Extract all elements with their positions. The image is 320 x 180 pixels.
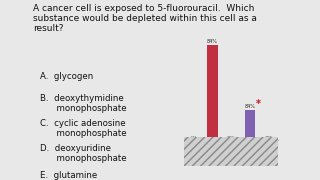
Bar [207, 45, 218, 140]
Text: 5%: 5% [190, 136, 197, 140]
Bar [226, 138, 236, 140]
Text: 84%: 84% [207, 39, 218, 44]
Bar [245, 110, 255, 140]
Text: C.  cyclic adenosine
      monophosphate: C. cyclic adenosine monophosphate [40, 119, 126, 138]
Bar [264, 138, 274, 140]
Text: A cancer cell is exposed to 5-fluorouracil.  Which
substance would be depleted w: A cancer cell is exposed to 5-fluorourac… [34, 4, 257, 33]
Text: B.  deoxythymidine
      monophosphate: B. deoxythymidine monophosphate [40, 94, 126, 113]
Text: 10%: 10% [227, 136, 236, 140]
Bar [188, 138, 199, 140]
Text: D.  deoxyuridine
      monophosphate: D. deoxyuridine monophosphate [40, 144, 126, 163]
Text: E.  glutamine: E. glutamine [40, 171, 97, 180]
Text: *: * [256, 98, 261, 109]
Text: 30%: 30% [264, 136, 274, 140]
Text: A.  glycogen: A. glycogen [40, 72, 93, 81]
Text: 84%: 84% [245, 104, 255, 109]
